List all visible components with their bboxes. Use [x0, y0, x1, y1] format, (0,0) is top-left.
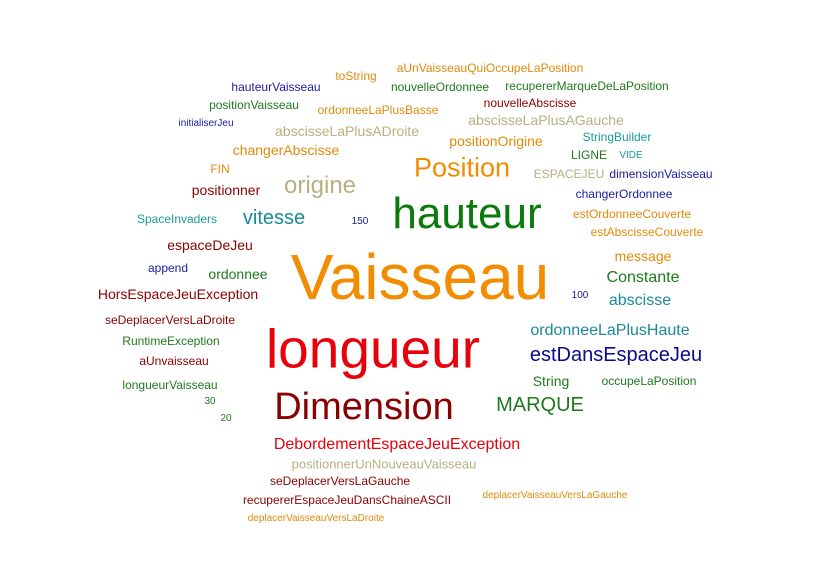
word: hauteurVaisseau: [231, 80, 321, 94]
word: Dimension: [274, 386, 454, 428]
word: RuntimeException: [122, 334, 220, 348]
word: abscisseLaPlusADroite: [275, 123, 419, 139]
word: LIGNE: [570, 148, 608, 162]
word: positionner: [191, 182, 261, 198]
word: espaceDeJeu: [167, 237, 253, 253]
word: aUnvaisseau: [139, 354, 209, 368]
word: Constante: [606, 269, 680, 286]
word: aUnVaisseauQuiOccupeLaPosition: [396, 61, 584, 75]
word: dimensionVaisseau: [609, 167, 713, 181]
word: recupererEspaceJeuDansChaineASCII: [242, 493, 452, 507]
word: seDeplacerVersLaDroite: [104, 313, 236, 327]
word: seDeplacerVersLaGauche: [269, 474, 411, 488]
word: ESPACEJEU: [533, 167, 605, 181]
word: toString: [335, 69, 377, 83]
word: VIDE: [619, 150, 643, 161]
word: 20: [220, 413, 232, 424]
word: ordonnee: [208, 266, 268, 282]
word: String: [532, 373, 570, 389]
word: message: [614, 248, 672, 264]
word: nouvelleAbscisse: [483, 96, 577, 110]
word: 150: [351, 216, 369, 227]
word: append: [147, 261, 189, 275]
word: occupeLaPosition: [601, 374, 697, 388]
word: deplacerVaisseauVersLaDroite: [247, 513, 385, 524]
word: nouvelleOrdonnee: [390, 80, 490, 94]
word: longueurVaisseau: [122, 378, 218, 392]
word: longueur: [265, 317, 481, 380]
word: Position: [413, 152, 511, 183]
word: Vaisseau: [290, 241, 550, 313]
word: FIN: [210, 162, 230, 176]
word: SpaceInvaders: [136, 212, 218, 226]
word: StringBuilder: [582, 130, 652, 144]
word: hauteur: [392, 189, 542, 238]
word: ordonneeLaPlusBasse: [317, 103, 439, 117]
word: estAbscisseCouverte: [590, 225, 704, 239]
word: initialiserJeu: [178, 118, 234, 129]
word: MARQUE: [496, 394, 584, 416]
word: estDansEspaceJeu: [529, 344, 703, 366]
word: recupererMarqueDeLaPosition: [505, 79, 669, 93]
word: positionVaisseau: [209, 98, 299, 112]
word: positionnerUnNouveauVaisseau: [291, 456, 477, 472]
word: estOrdonneeCouverte: [572, 207, 692, 221]
word: abscisseLaPlusAGauche: [468, 112, 624, 128]
word: positionOrigine: [449, 133, 543, 149]
word: DebordementEspaceJeuException: [273, 436, 521, 453]
word: HorsEspaceJeuException: [97, 286, 259, 302]
word: deplacerVaisseauVersLaGauche: [482, 490, 628, 501]
word: vitesse: [242, 207, 306, 229]
word: origine: [283, 172, 357, 199]
word: ordonneeLaPlusHaute: [530, 322, 690, 339]
word: 100: [571, 290, 589, 301]
word: changerOrdonnee: [575, 187, 673, 201]
word: changerAbscisse: [232, 142, 340, 158]
word: abscisse: [608, 292, 672, 309]
word: 30: [204, 396, 216, 407]
